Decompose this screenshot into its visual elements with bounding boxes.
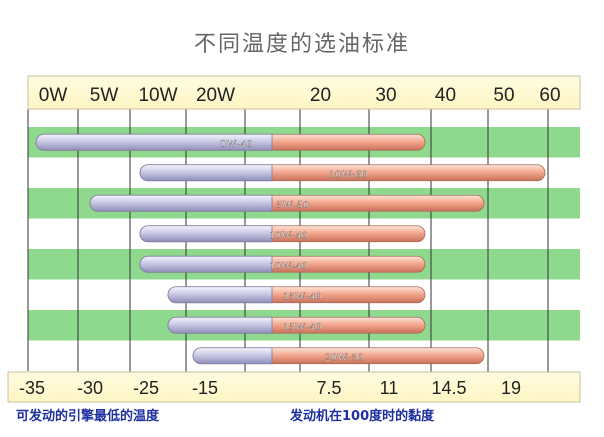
oil-bar: 5W-50 [89, 194, 485, 212]
oil-bar: 15W-40 [167, 286, 426, 304]
oil-bar-label: 5W-50 [277, 199, 309, 211]
xlabel-right: 发动机在100度时的黏度 [290, 409, 435, 424]
oil-bar-winter [167, 286, 273, 304]
oil-bar: 10W-40 [139, 225, 426, 243]
top-tick-label: 40 [435, 85, 456, 106]
bottom-tick-label: 14.5 [431, 378, 466, 398]
bottom-tick-label: 11 [380, 378, 399, 398]
oil-bar: 10W-60 [139, 164, 546, 182]
bottom-tick-label: -30 [77, 378, 103, 398]
top-tick-label: 20 [310, 85, 331, 106]
oil-bar: 15W-40 [167, 316, 426, 334]
xlabel-left: 可发动的引擎最低的温度 [16, 409, 160, 424]
oil-bar: 20W-50 [192, 347, 485, 365]
chart-title: 不同温度的选油标准 [193, 32, 410, 57]
top-axis-strip [27, 75, 581, 110]
oil-bar: 0W-40 [35, 133, 426, 151]
oil-bar-label: 10W-60 [329, 168, 367, 180]
top-tick-label: 50 [493, 85, 514, 106]
oil-bar-label: 15W-40 [283, 321, 321, 333]
top-tick-label: 10W [138, 85, 177, 106]
top-tick-label: 5W [90, 85, 119, 106]
bottom-axis-strip [7, 371, 581, 403]
oil-bar-winter [89, 194, 273, 212]
oil-bar-label: 15W-40 [283, 290, 321, 302]
oil-bar: 10W-40 [139, 255, 426, 273]
oil-bar-label: 10W-40 [269, 260, 307, 272]
top-tick-label: 30 [375, 85, 396, 106]
oil-bar-winter [139, 255, 273, 273]
bottom-tick-label: 7.5 [316, 378, 341, 398]
oil-bar-label: 20W-50 [325, 351, 363, 363]
bottom-tick-label: -25 [133, 378, 159, 398]
bottom-tick-label: -15 [192, 378, 218, 398]
top-tick-label: 0W [39, 85, 68, 106]
oil-bar-label: 0W-40 [220, 138, 252, 150]
oil-bar-winter [35, 133, 273, 151]
top-tick-label: 60 [539, 85, 560, 106]
oil-bar-winter [139, 164, 273, 182]
oil-bar-winter [167, 316, 273, 334]
bottom-tick-label: -35 [19, 378, 45, 398]
top-tick-label: 20W [196, 85, 235, 106]
oil-bar-winter [139, 225, 273, 243]
oil-bar-winter [192, 347, 273, 365]
bottom-tick-label: 19 [501, 378, 521, 398]
oil-bar-label: 10W-40 [269, 229, 307, 241]
